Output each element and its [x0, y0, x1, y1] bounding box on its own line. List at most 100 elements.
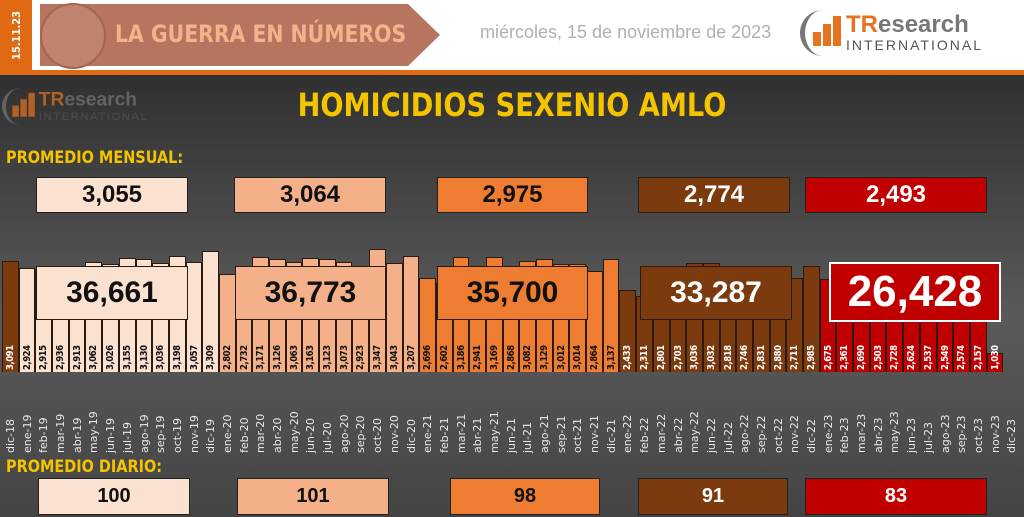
- bar-value-label: 2,433: [622, 345, 634, 370]
- bar-value-label: 3,309: [205, 345, 217, 370]
- bar-value-label: 2,864: [589, 345, 601, 370]
- bar-value-label: 2,923: [355, 345, 367, 370]
- year-total-box: 26,428: [829, 262, 1001, 322]
- x-tick-label: abr-21: [471, 417, 485, 453]
- x-tick-label: mar-20: [254, 413, 268, 453]
- bar-value-label: 3,091: [5, 345, 16, 370]
- x-tick-label: nov-22: [788, 415, 802, 453]
- bar-value-label: 2,703: [672, 345, 684, 370]
- bar: [2, 260, 19, 372]
- logo-subtitle: INTERNATIONAL: [38, 109, 149, 123]
- bar-value-label: 3,036: [155, 345, 167, 370]
- bar-value-label: 3,186: [455, 345, 467, 370]
- daily-avg-box: 83: [805, 478, 987, 515]
- x-tick-label: ene-20: [220, 414, 234, 453]
- x-tick-label: jul-23: [921, 421, 935, 453]
- bar: [385, 262, 403, 372]
- x-tick-label: dic-23: [1005, 418, 1019, 453]
- bar-value-label: 2,936: [55, 345, 67, 370]
- bar-value-label: 2,690: [856, 345, 868, 370]
- x-tick-label: dic-18: [4, 418, 17, 453]
- monthly-avg-box: 2,975: [437, 177, 588, 213]
- monthly-avg-box: 3,055: [36, 177, 188, 213]
- x-tick-label: jul-21: [521, 421, 535, 453]
- bar-value-label: 3,014: [572, 345, 584, 370]
- bar-value-label: 2,802: [221, 345, 233, 370]
- chart-title: HOMICIDIOS SEXENIO AMLO: [297, 86, 727, 124]
- x-tick-label: mar-21: [454, 413, 468, 453]
- bar: [218, 273, 236, 372]
- date-tag-text: 15.11.23: [9, 10, 23, 60]
- bar-value-label: 3,026: [105, 345, 117, 370]
- bar-value-label: 3,082: [522, 345, 534, 370]
- x-tick-label: may-20: [287, 411, 301, 453]
- monthly-avg-label: PROMEDIO MENSUAL:: [6, 148, 184, 168]
- x-tick-label: may-19: [87, 411, 101, 453]
- bar: [202, 251, 219, 372]
- x-tick-label: feb-20: [237, 417, 251, 453]
- x-tick-label: feb-22: [638, 417, 652, 453]
- x-tick-label: jul-19: [120, 421, 134, 453]
- monthly-avg-box: 3,064: [234, 177, 386, 213]
- x-tick-label: feb-19: [37, 417, 51, 453]
- x-tick-label: ene-21: [421, 414, 435, 453]
- x-tick-label: feb-21: [437, 417, 451, 453]
- bar-value-label: 3,207: [405, 345, 417, 370]
- x-tick-label: ago-21: [538, 414, 552, 453]
- x-tick-label: ene-23: [821, 414, 835, 453]
- x-tick-label: nov-21: [588, 415, 602, 453]
- bar-value-label: 2,696: [422, 345, 434, 370]
- bar-value-label: 2,915: [38, 345, 50, 370]
- bar-value-label: 2,913: [71, 345, 83, 370]
- bar: [602, 258, 620, 372]
- monthly-avg-box: 2,774: [638, 177, 790, 213]
- x-tick-label: oct-20: [371, 417, 385, 453]
- x-tick-label: ago-20: [337, 414, 351, 453]
- bar-value-label: 2,602: [438, 345, 450, 370]
- bar-value-label: 2,868: [505, 345, 517, 370]
- daily-avg-box: 101: [237, 478, 389, 515]
- bar-value-label: 2,624: [906, 345, 918, 370]
- daily-avg-box: 100: [38, 478, 190, 515]
- year-total-box: 35,700: [437, 266, 588, 320]
- bar-value-label: 2,801: [655, 345, 667, 370]
- bar: [619, 290, 637, 372]
- bar-value-label: 2,157: [972, 345, 984, 370]
- x-tick-label: oct-21: [571, 417, 585, 453]
- x-tick-label: mar-19: [54, 413, 68, 453]
- bar-value-label: 2,880: [772, 345, 784, 370]
- x-tick-label: mar-23: [855, 413, 869, 453]
- bar-value-label: 2,728: [889, 345, 901, 370]
- x-tick-label: nov-23: [988, 415, 1002, 453]
- x-tick-label: ago-19: [137, 414, 151, 453]
- x-tick-label: jun-19: [104, 418, 118, 453]
- banner: [40, 4, 440, 66]
- x-tick-label: abr-20: [271, 417, 285, 453]
- bar-value-label: 3,155: [121, 345, 133, 370]
- bar-value-label: 3,169: [488, 345, 500, 370]
- x-tick-label: dic-22: [805, 418, 819, 453]
- bar-value-label: 2,503: [872, 345, 884, 370]
- x-tick-label: nov-19: [187, 415, 201, 453]
- x-tick-label: ene-19: [20, 414, 34, 453]
- bar: [18, 268, 36, 372]
- x-tick-label: jul-22: [721, 421, 735, 453]
- bar-value-label: 3,057: [188, 345, 200, 370]
- x-tick-label: jun-21: [504, 418, 518, 453]
- bar-value-label: 2,574: [956, 345, 968, 370]
- banner-title: LA GUERRA EN NÚMEROS: [115, 20, 407, 48]
- bar: [586, 270, 603, 372]
- date-tag: 15.11.23: [0, 0, 32, 70]
- x-tick-label: dic-21: [604, 418, 618, 453]
- x-tick-label: may-21: [487, 411, 501, 453]
- bar-value-label: 2,985: [806, 345, 818, 370]
- logo-chart-icon: [800, 10, 846, 56]
- bar-value-label: 3,043: [388, 345, 400, 370]
- bar-value-label: 2,941: [472, 345, 484, 370]
- bar-value-label: 3,137: [605, 345, 617, 370]
- bar-value-label: 3,063: [288, 345, 300, 370]
- bar: [986, 352, 1004, 372]
- bar-value-label: 3,347: [372, 345, 384, 370]
- bar: [419, 278, 436, 372]
- x-tick-label: jun-23: [905, 418, 919, 453]
